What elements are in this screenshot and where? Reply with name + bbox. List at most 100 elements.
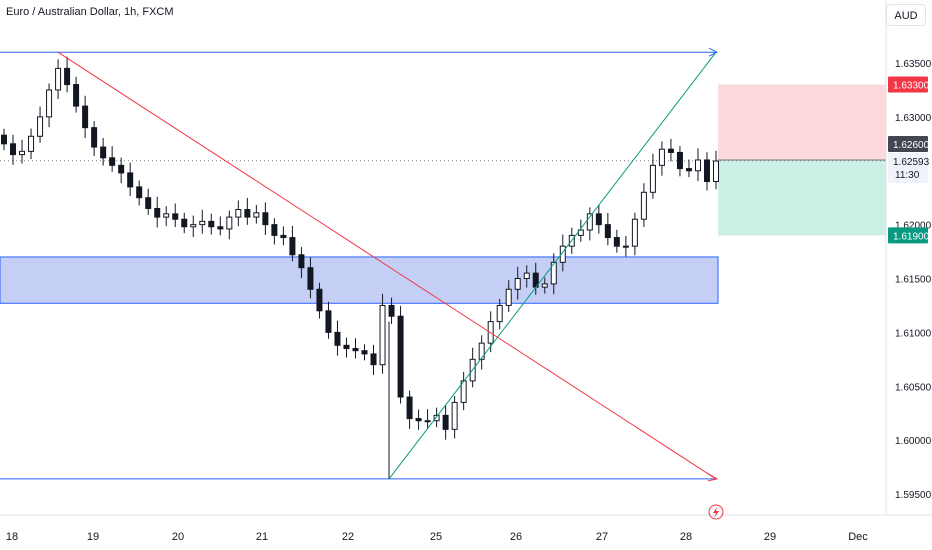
candle[interactable] [613,229,620,253]
candle[interactable] [127,162,134,196]
candle[interactable] [28,128,35,160]
candle-body [271,224,278,236]
price-tick-label: 1.61500 [895,275,932,286]
candle[interactable] [541,277,548,294]
candle[interactable] [163,206,170,227]
candle[interactable] [379,293,386,374]
candle[interactable] [586,207,593,241]
candle[interactable] [334,320,341,356]
candle-body [379,304,386,366]
uptrend-line[interactable] [388,51,717,480]
candle-body [280,234,287,239]
candle[interactable] [640,183,647,227]
candle-body [109,157,116,166]
candle[interactable] [91,121,98,157]
candle[interactable] [55,59,62,99]
candle-body [244,209,251,218]
chart-title: Euro / Australian Dollar, 1h, FXCM [6,6,174,18]
candle-body [703,159,710,183]
candle[interactable] [442,404,449,440]
candle[interactable] [713,150,719,190]
candle[interactable] [478,335,485,370]
candle[interactable] [703,152,710,191]
candle[interactable] [280,226,287,246]
candle-body [442,414,449,430]
candle[interactable] [667,138,674,162]
candle[interactable] [208,213,215,235]
candle[interactable] [460,371,467,411]
candle[interactable] [244,197,251,225]
candle[interactable] [505,280,512,312]
candle-body [451,401,458,430]
candle[interactable] [694,148,701,182]
candle[interactable] [154,196,161,228]
candle[interactable] [82,95,89,138]
take-profit-zone[interactable] [718,159,886,236]
stop-loss-zone[interactable] [718,84,886,160]
candle[interactable] [10,134,17,165]
candle[interactable] [370,344,377,376]
target-badge-text: 1.61900 [893,231,930,242]
candle[interactable] [64,56,71,93]
candle[interactable] [289,225,296,262]
candle[interactable] [46,83,53,128]
candle[interactable] [109,146,116,172]
time-tick-label: Dec [848,531,868,543]
countdown-text: 11:30 [895,170,920,181]
candle[interactable] [397,305,404,404]
candle-body [136,186,143,199]
candle[interactable] [271,218,278,245]
candle[interactable] [622,235,629,257]
downtrend-line[interactable] [57,51,717,480]
candle[interactable] [19,139,26,164]
candle[interactable] [388,297,395,324]
candle[interactable] [181,212,188,234]
candle-body [217,226,224,230]
candle[interactable] [262,202,269,235]
candle-body [523,272,530,279]
candle[interactable] [100,137,107,166]
candle[interactable] [226,210,233,240]
candle[interactable] [676,145,683,177]
demand-zone[interactable] [0,256,719,304]
candle[interactable] [604,212,611,246]
candle[interactable] [1,128,7,151]
alert-icon[interactable] [708,504,724,520]
stop-badge [888,76,928,93]
candle[interactable] [190,215,197,238]
candle[interactable] [37,106,44,143]
candle[interactable] [685,159,692,178]
candle[interactable] [217,216,224,236]
candle-body [631,218,638,247]
candle[interactable] [253,205,260,224]
candle[interactable] [658,141,665,176]
candle[interactable] [514,266,521,300]
candle[interactable] [424,409,431,429]
candle[interactable] [415,409,422,430]
candle[interactable] [451,395,458,439]
candle[interactable] [145,188,152,215]
candle[interactable] [172,203,179,227]
candle[interactable] [316,282,323,319]
candle-body [604,224,611,239]
candle[interactable] [325,301,332,339]
candle-body [478,342,485,360]
candle[interactable] [595,204,602,234]
candle[interactable] [118,157,125,184]
candle[interactable] [352,338,359,359]
candle[interactable] [649,153,656,199]
candle[interactable] [73,76,80,113]
candle[interactable] [523,265,530,288]
candle[interactable] [631,212,638,256]
candle[interactable] [199,209,206,234]
candle[interactable] [406,390,413,429]
candle[interactable] [550,253,557,295]
candle[interactable] [496,298,503,330]
candle[interactable] [343,337,350,358]
candle[interactable] [361,344,368,361]
candle[interactable] [235,200,242,227]
candle[interactable] [136,180,143,206]
candle[interactable] [298,247,305,279]
candle[interactable] [307,257,314,299]
